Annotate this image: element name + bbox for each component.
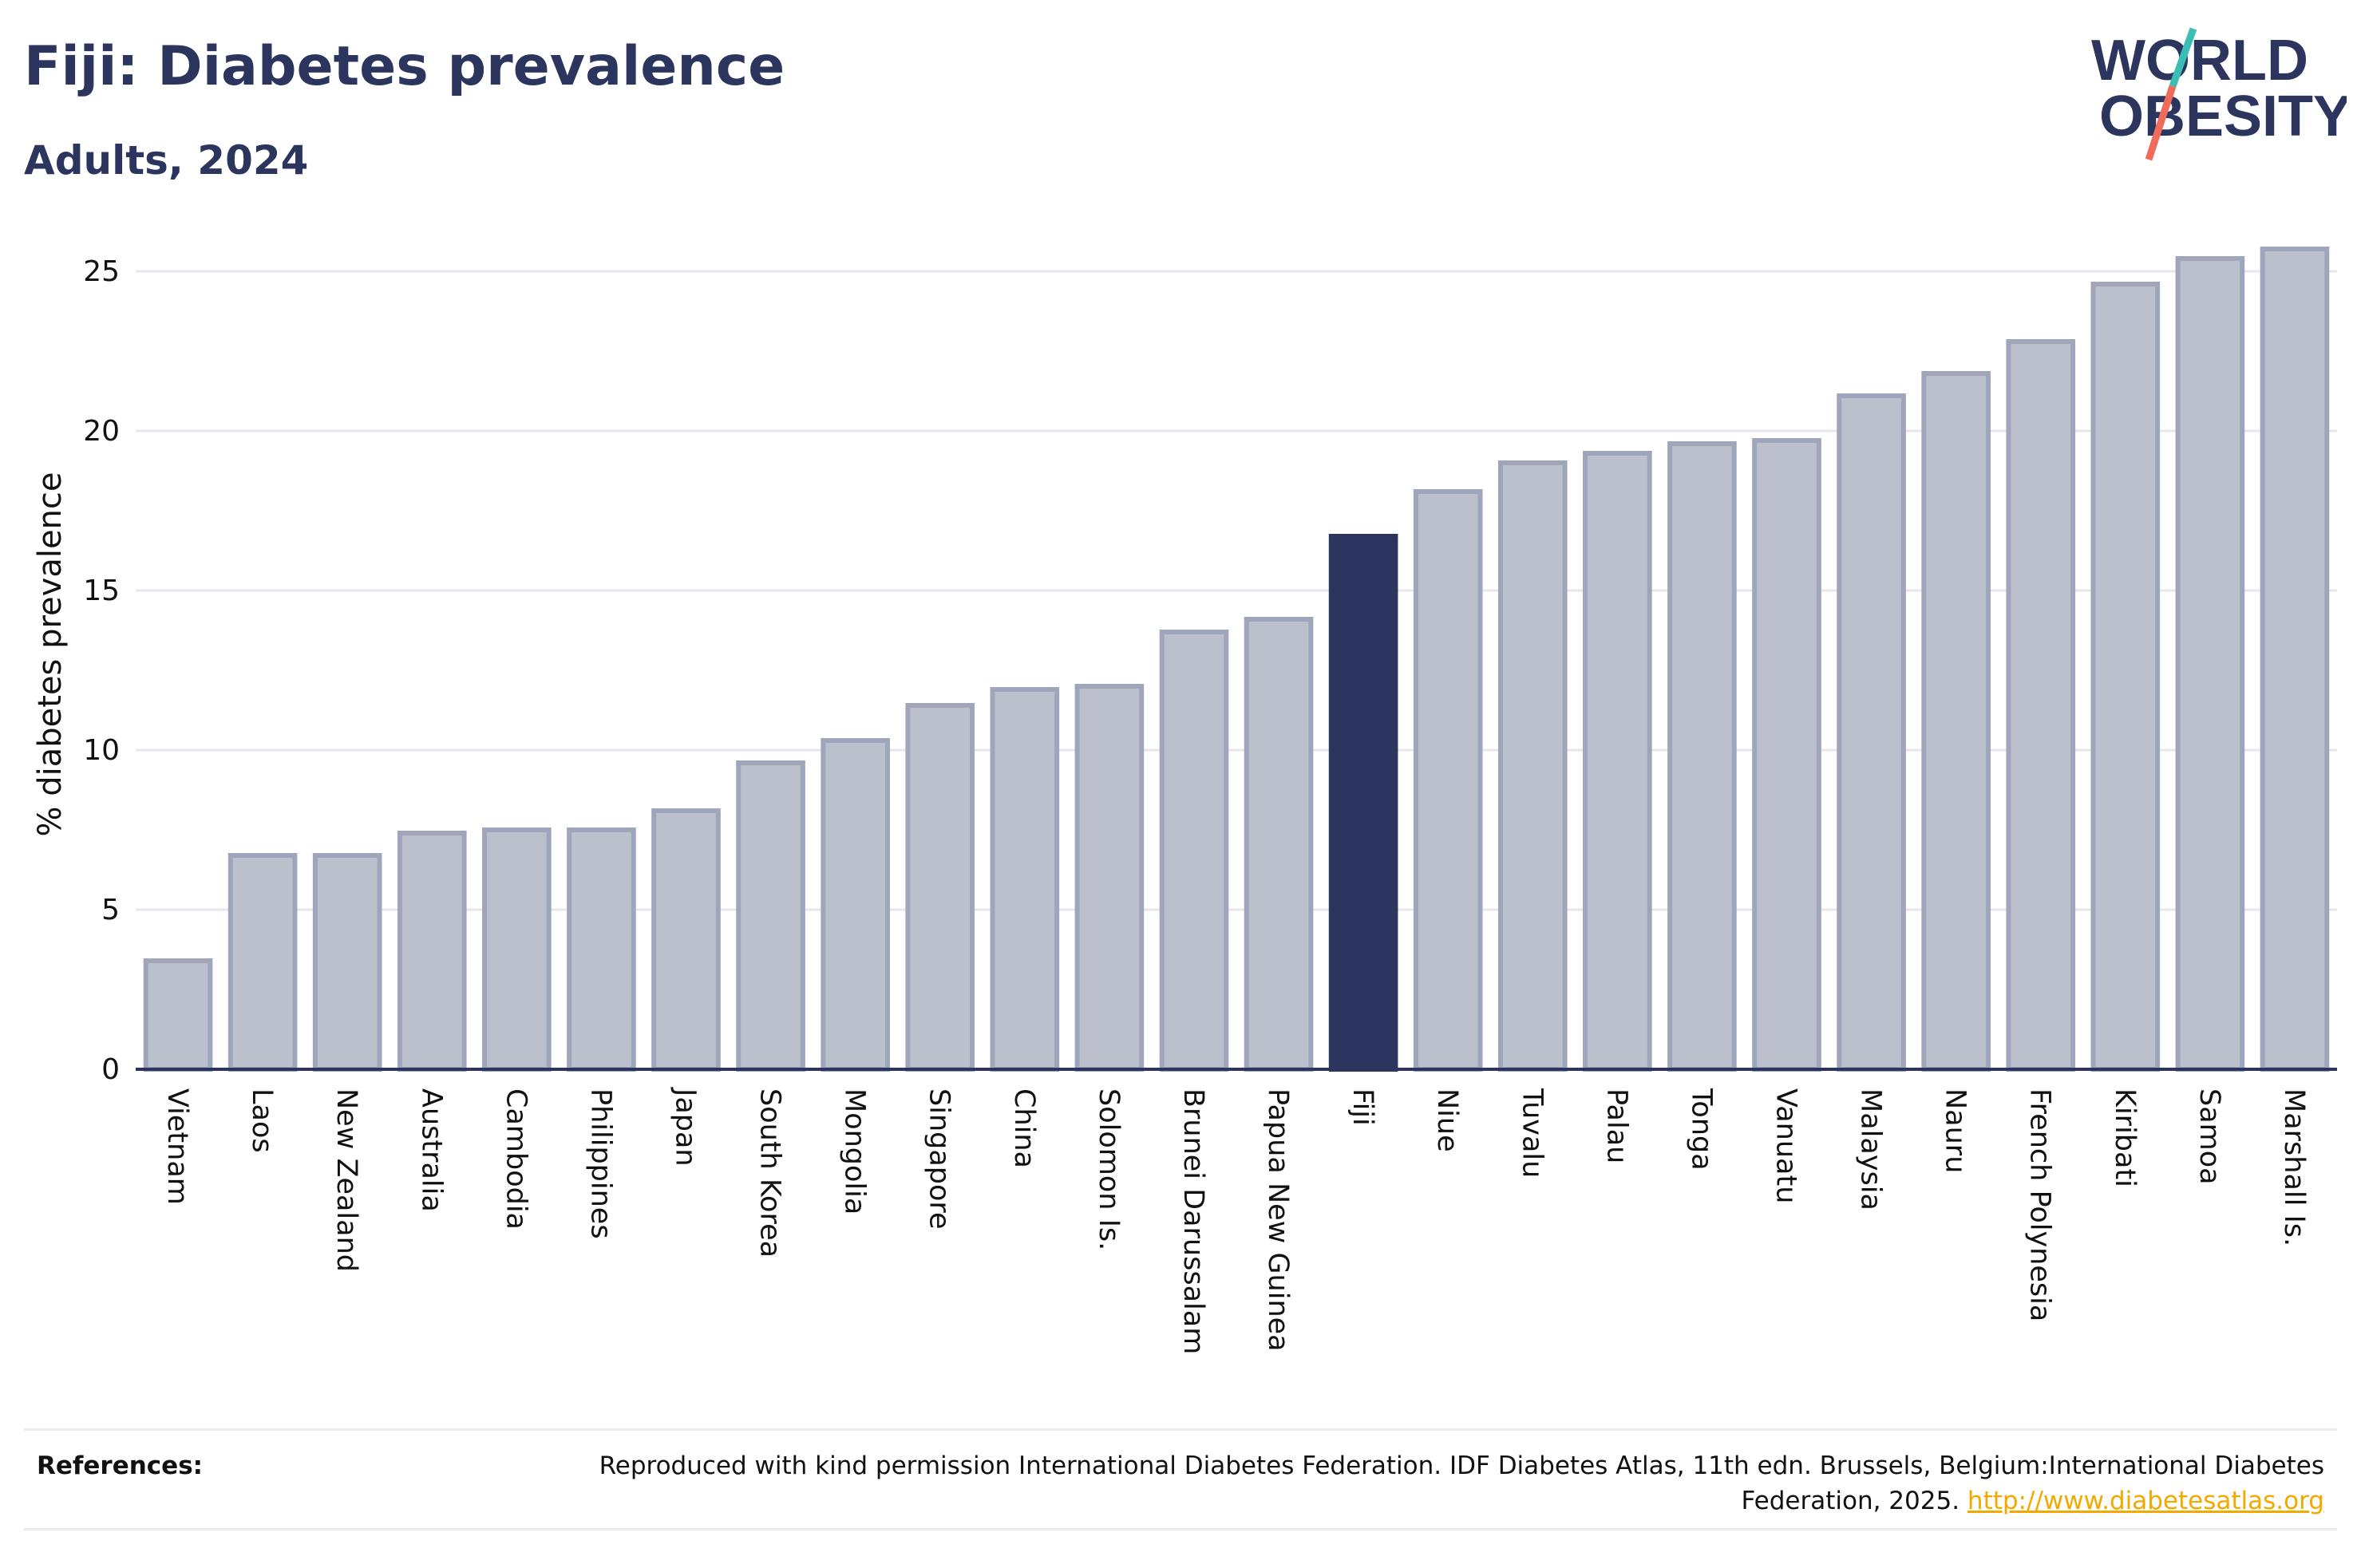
bar-laos [227, 853, 298, 1072]
bar-singapore [905, 703, 975, 1072]
chart-subtitle: Adults, 2024 [24, 137, 309, 184]
x-tick-label: Laos [246, 1088, 278, 1153]
x-tick-label: Marshall Is. [2278, 1088, 2310, 1246]
bars [143, 247, 2330, 1072]
x-tick-label: Japan [670, 1087, 702, 1167]
bar-chart: 0 5 10 15 20 25 Vietnam Laos New Zealand Austral… [32, 247, 2337, 1354]
bar-tonga [1667, 441, 1737, 1072]
y-tick-label: 25 [83, 255, 120, 288]
x-tick-label: New Zealand [330, 1088, 362, 1272]
bar-fiji [1328, 534, 1398, 1072]
bar-china [990, 687, 1060, 1072]
y-tick-label: 20 [83, 415, 120, 448]
references-box: References: Reproduced with kind permiss… [24, 1428, 2337, 1530]
x-tick-label: Singapore [923, 1088, 955, 1230]
bar-brunei-darussalam [1159, 630, 1229, 1072]
bar-samoa [2175, 256, 2245, 1072]
references-text: Reproduced with kind permission Internat… [599, 1451, 2324, 1515]
bar-solomon-is [1074, 684, 1145, 1072]
world-obesity-logo: WORLD OBESITY [2091, 27, 2347, 161]
logo-slash-coral [2145, 85, 2177, 161]
y-tick-label: 10 [83, 734, 120, 767]
logo-word-obesity: OBESITY [2099, 85, 2347, 148]
bar-australia [397, 831, 467, 1072]
x-axis-ticks: Vietnam Laos New Zealand Australia Cambodia P… [161, 1087, 2310, 1354]
x-tick-label: Mongolia [839, 1088, 871, 1215]
bar-tuvalu [1497, 460, 1568, 1072]
references-link[interactable]: http://www.diabetesatlas.org [1967, 1487, 2324, 1515]
bar-philippines [567, 827, 636, 1072]
x-tick-label: Palau [1600, 1088, 1632, 1163]
bar-malaysia [1837, 393, 1906, 1072]
x-tick-label: Samoa [2193, 1088, 2225, 1185]
bar-french-polynesia [2006, 339, 2076, 1072]
bar-mongolia [821, 738, 890, 1072]
bar-cambodia [482, 827, 552, 1072]
references-text-block: Reproduced with kind permission Internat… [584, 1448, 2324, 1519]
x-tick-label: Niue [1431, 1088, 1463, 1152]
x-tick-label: China [1008, 1088, 1040, 1168]
bar-nauru [1921, 371, 1991, 1072]
y-axis-label: % diabetes prevalence [32, 472, 69, 836]
x-tick-label: Philippines [584, 1088, 616, 1239]
bar-japan [651, 808, 721, 1072]
bar-papua-new-guinea [1244, 617, 1314, 1072]
references-label: References: [37, 1451, 204, 1480]
x-tick-label: South Korea [754, 1088, 786, 1258]
x-tick-label: Brunei Darussalam [1177, 1088, 1209, 1354]
bar-vanuatu [1752, 438, 1821, 1072]
y-tick-label: 0 [101, 1053, 120, 1086]
x-tick-label: Vietnam [161, 1088, 193, 1205]
x-tick-label: Australia [415, 1088, 447, 1212]
x-tick-label: Fiji [1347, 1088, 1378, 1126]
bar-marshall-is [2260, 247, 2330, 1072]
bar-south-korea [736, 760, 805, 1072]
x-tick-label: Tuvalu [1516, 1088, 1548, 1178]
x-tick-label: Papua New Guinea [1262, 1088, 1294, 1352]
y-axis-ticks: 0 5 10 15 20 25 [83, 255, 120, 1086]
y-tick-label: 15 [83, 575, 120, 607]
bar-kiribati [2090, 282, 2161, 1072]
x-tick-label: Nauru [1940, 1088, 1971, 1173]
x-tick-label: Malaysia [1855, 1088, 1887, 1211]
y-tick-label: 5 [101, 894, 120, 926]
logo-slash-teal [2169, 27, 2197, 88]
x-tick-label: Vanuatu [1770, 1088, 1802, 1203]
bar-niue [1413, 489, 1483, 1072]
bar-new-zealand [312, 853, 382, 1072]
x-tick-label: Tonga [1685, 1088, 1717, 1171]
bar-vietnam [143, 958, 213, 1072]
x-tick-label: Solomon Is. [1093, 1088, 1125, 1250]
x-tick-label: Cambodia [500, 1088, 532, 1230]
x-tick-label: Kiribati [2109, 1088, 2141, 1187]
chart-title: Fiji: Diabetes prevalence [24, 35, 785, 98]
bar-palau [1583, 451, 1652, 1072]
logo-word-world: WORLD [2091, 29, 2308, 93]
x-tick-label: French Polynesia [2024, 1088, 2056, 1321]
